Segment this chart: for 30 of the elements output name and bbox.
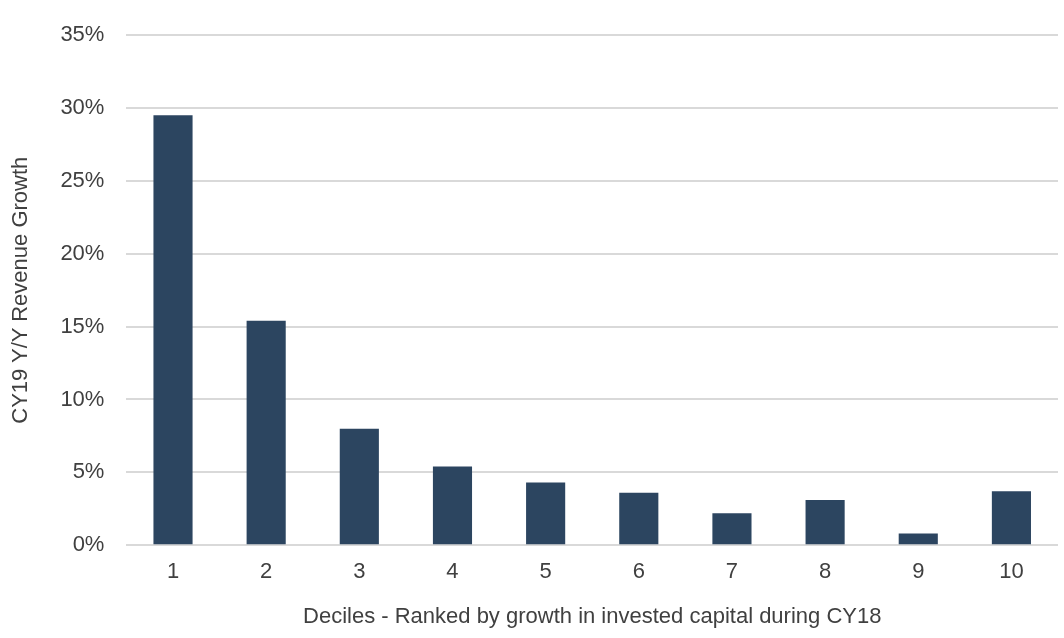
bar: [432, 466, 473, 545]
x-tick-label: 2: [260, 558, 273, 584]
y-axis-title: CY19 Y/Y Revenue Growth: [7, 156, 33, 424]
x-tick-label: 5: [539, 558, 552, 584]
bar: [619, 492, 659, 545]
x-tick-label: 9: [912, 558, 925, 584]
bar: [153, 115, 193, 545]
bar: [898, 533, 938, 545]
y-tick-label: 35%: [60, 21, 105, 47]
bar: [246, 320, 286, 545]
x-tick-label: 1: [166, 558, 180, 584]
bar: [526, 482, 566, 545]
bar: [805, 500, 845, 545]
x-tick-label: 10: [999, 558, 1024, 584]
bar: [712, 513, 752, 545]
x-tick-label: 4: [446, 558, 459, 584]
y-tick-label: 30%: [60, 94, 105, 120]
y-tick-label: 10%: [60, 385, 105, 411]
x-tick-label: 3: [353, 558, 366, 584]
y-tick-label: 5%: [72, 458, 105, 484]
y-tick-label: 15%: [60, 312, 105, 338]
x-tick-label: 7: [725, 558, 739, 584]
y-tick-label: 0%: [72, 531, 105, 557]
y-tick-label: 20%: [60, 239, 105, 265]
x-axis-title: Deciles - Ranked by growth in invested capital during CY18: [303, 602, 882, 628]
x-tick-label: 8: [818, 558, 832, 584]
bar: [339, 428, 379, 545]
x-tick-label: 6: [632, 558, 645, 584]
y-tick-label: 25%: [60, 166, 105, 192]
bar: [991, 491, 1031, 545]
